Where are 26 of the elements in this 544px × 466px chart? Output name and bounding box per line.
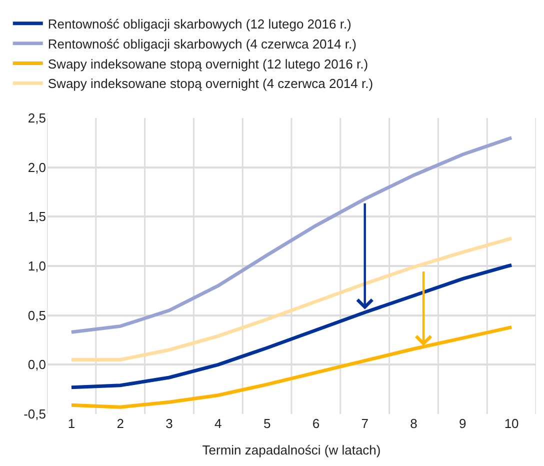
x-tick-label: 10 bbox=[504, 416, 519, 431]
y-tick-label: 1,5 bbox=[28, 209, 46, 224]
x-axis-title: Termin zapadalności (w latach) bbox=[202, 442, 381, 458]
y-tick-label: 0,0 bbox=[28, 357, 46, 372]
legend-label: Swapy indeksowane stopą overnight (4 czerwca 2014 r.) bbox=[48, 76, 374, 92]
legend-label: Swapy indeksowane stopą overnight (12 lutego 2016 r.) bbox=[48, 56, 368, 72]
y-tick-label: 1,0 bbox=[28, 258, 46, 274]
x-tick-label: 2 bbox=[116, 416, 124, 431]
x-tick-label: 8 bbox=[410, 416, 418, 431]
line-series bbox=[70, 236, 514, 362]
legend-label: Rentowność obligacji skarbowych (4 czerwca 2014 r.) bbox=[48, 36, 356, 52]
x-tick-label: 4 bbox=[214, 416, 222, 431]
x-tick-label: 3 bbox=[166, 416, 173, 431]
x-tick-label: 1 bbox=[68, 416, 76, 431]
line-series bbox=[70, 263, 514, 390]
line-series bbox=[70, 325, 514, 409]
x-tick-label: 5 bbox=[263, 416, 271, 431]
line-series bbox=[70, 136, 514, 334]
x-tick-label: 6 bbox=[312, 416, 320, 431]
y-tick-label: -0,5 bbox=[24, 406, 46, 422]
y-tick-label: 2,0 bbox=[28, 160, 46, 175]
x-tick-label: 9 bbox=[459, 416, 466, 431]
x-tick-label: 7 bbox=[361, 416, 368, 431]
y-tick-label: 2,5 bbox=[28, 110, 46, 126]
y-tick-label: 0,5 bbox=[28, 308, 46, 323]
legend-label: Rentowność obligacji skarbowych (12 lutego 2016 r.) bbox=[48, 16, 352, 32]
